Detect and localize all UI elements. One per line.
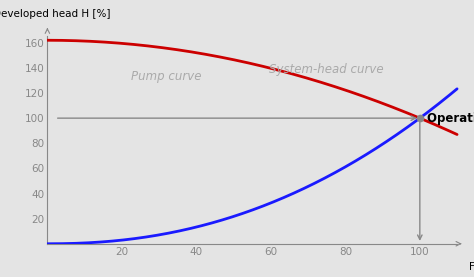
Text: Pump curve: Pump curve bbox=[131, 70, 202, 83]
Text: Operating point: Operating point bbox=[427, 112, 474, 125]
Text: System-head curve: System-head curve bbox=[269, 63, 384, 76]
Text: Developed head H [%]: Developed head H [%] bbox=[0, 9, 110, 19]
Text: Flow rate Q [%]: Flow rate Q [%] bbox=[469, 261, 474, 271]
